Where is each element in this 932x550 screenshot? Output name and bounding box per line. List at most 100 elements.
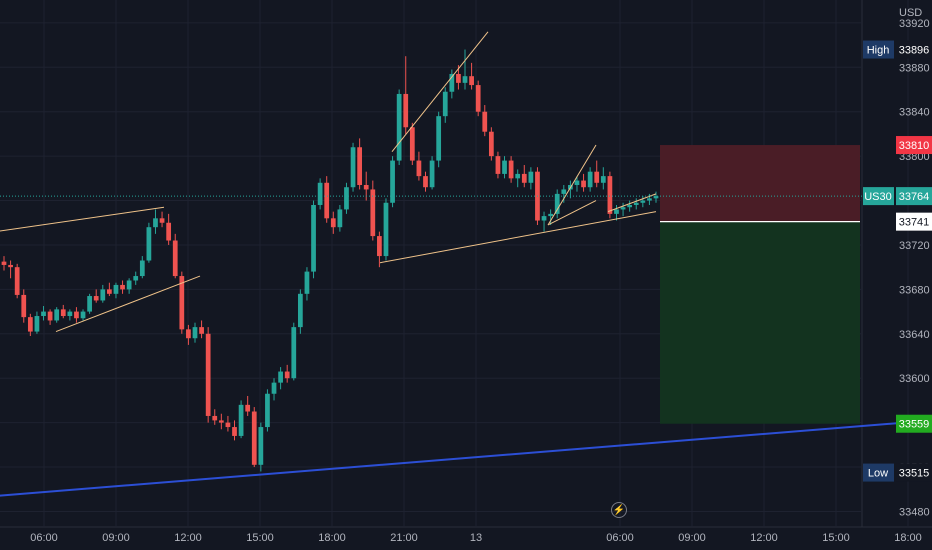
- clock-icon[interactable]: ⚡: [611, 502, 627, 518]
- candle-body: [212, 415, 218, 421]
- y-tick-label: 33480: [899, 506, 930, 518]
- candle-body: [278, 371, 283, 383]
- candle-body: [515, 173, 521, 179]
- x-tick-label: 09:00: [678, 532, 706, 544]
- current-tag-label: US30: [864, 191, 892, 203]
- x-tick-label: 09:00: [102, 532, 130, 544]
- stop-tag-box: [896, 136, 932, 155]
- candle-body: [205, 333, 211, 416]
- target-tag-value: 33559: [899, 419, 930, 431]
- x-tick-label: 15:00: [246, 532, 274, 544]
- stop-loss-zone: [660, 145, 860, 222]
- candle-body: [133, 276, 139, 281]
- candle-body: [166, 222, 172, 241]
- candle-body: [607, 176, 613, 214]
- current-tag-box: [896, 187, 932, 206]
- candle-body: [199, 327, 204, 334]
- target-tag-box: [896, 414, 932, 433]
- trendline: [0, 206, 165, 232]
- x-tick-label: 06:00: [606, 532, 634, 544]
- candle-body: [107, 289, 112, 294]
- x-tick-label: 12:00: [174, 532, 202, 544]
- candle-body: [508, 160, 514, 179]
- y-tick-label: 33640: [899, 329, 930, 341]
- candle-body: [423, 176, 428, 188]
- low-tag-value: 33515: [899, 468, 930, 480]
- candle-body: [442, 91, 448, 117]
- position-zones: [660, 145, 860, 424]
- time-axis[interactable]: 06:00 09:00 12:00 15:00 18:00 21:00 13 06:00 09:…: [30, 532, 922, 544]
- candle-body: [449, 73, 455, 92]
- candle-body: [41, 311, 46, 317]
- current-tag-value: 33764: [899, 191, 930, 203]
- candle-body: [548, 213, 553, 217]
- candle-body: [528, 171, 534, 183]
- candle-body: [27, 317, 33, 332]
- candle-body: [218, 420, 224, 423]
- candle-body: [34, 316, 40, 332]
- candle-body: [258, 427, 264, 465]
- candle-body: [21, 294, 27, 318]
- low-tag-box: [896, 463, 932, 482]
- candle-body: [561, 189, 567, 194]
- high-tag-label: High: [867, 45, 890, 57]
- candle-body: [337, 209, 343, 228]
- candle-body: [416, 160, 422, 177]
- support-trendline: [0, 419, 932, 497]
- trendline: [55, 275, 201, 333]
- candle-body: [377, 236, 382, 257]
- high-tag-label-box: [863, 40, 894, 59]
- high-tag-box: [896, 40, 932, 59]
- candle-body: [390, 160, 395, 203]
- entry-tag-value: 33741: [899, 217, 930, 229]
- trendlines: [0, 31, 657, 333]
- low-tag-label-box: [863, 463, 894, 482]
- candle-body: [232, 427, 237, 436]
- candle-body: [54, 309, 60, 321]
- trendline: [607, 193, 657, 213]
- candle-body: [429, 160, 435, 188]
- trendline: [391, 31, 489, 153]
- candle-body: [93, 296, 99, 301]
- candle-body: [469, 76, 474, 86]
- candle-body: [172, 240, 178, 277]
- price-axis[interactable]: 3392033880338403380033760337203368033640…: [899, 18, 930, 519]
- trendline: [547, 200, 597, 226]
- candle-body: [271, 382, 277, 394]
- trendline: [547, 144, 597, 226]
- candle-body: [245, 404, 251, 412]
- candle-body: [67, 311, 73, 317]
- candle-body: [574, 180, 580, 186]
- candle-body: [403, 93, 409, 128]
- candle-body: [363, 185, 369, 190]
- candlestick-series: [1, 49, 659, 472]
- candle-body: [284, 371, 290, 379]
- candle-body: [554, 193, 560, 214]
- candle-body: [113, 284, 119, 294]
- low-tag-label: Low: [868, 468, 888, 480]
- candle-body: [146, 227, 152, 261]
- candle-body: [640, 200, 646, 203]
- candle-body: [1, 261, 7, 265]
- x-tick-label: 21:00: [390, 532, 418, 544]
- candle-body: [225, 422, 231, 428]
- candle-body: [620, 207, 626, 210]
- candle-body: [330, 218, 336, 228]
- x-tick-label: 13: [470, 532, 482, 544]
- candle-body: [120, 284, 125, 290]
- candle-body: [647, 198, 652, 201]
- candle-body: [179, 276, 185, 330]
- candle-body: [502, 160, 507, 174]
- candle-body: [456, 73, 461, 83]
- candle-body: [291, 327, 297, 379]
- currency-label: USD: [899, 7, 922, 19]
- candle-body: [126, 280, 132, 290]
- y-tick-label: 33680: [899, 284, 930, 296]
- candle-body: [47, 311, 53, 321]
- candle-body: [265, 393, 270, 428]
- candle-body: [14, 267, 20, 295]
- candle-body: [541, 216, 547, 221]
- candle-body: [383, 202, 389, 257]
- candle-body: [482, 111, 488, 132]
